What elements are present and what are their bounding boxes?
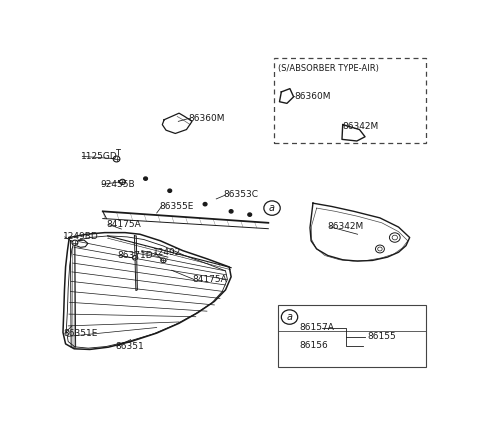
Text: 84175A: 84175A bbox=[107, 220, 141, 229]
Text: (S/ABSORBER TYPE-AIR): (S/ABSORBER TYPE-AIR) bbox=[277, 64, 379, 73]
Circle shape bbox=[132, 255, 138, 260]
Circle shape bbox=[161, 258, 166, 263]
Text: 84175A: 84175A bbox=[192, 275, 227, 284]
Circle shape bbox=[144, 177, 147, 180]
Text: 86157A: 86157A bbox=[299, 323, 334, 332]
Text: 1125GD: 1125GD bbox=[81, 152, 117, 161]
Text: 86353C: 86353C bbox=[224, 190, 259, 199]
Circle shape bbox=[264, 201, 280, 215]
Text: 86355E: 86355E bbox=[160, 202, 194, 211]
Text: a: a bbox=[269, 203, 275, 213]
Text: 86360M: 86360M bbox=[188, 113, 225, 122]
Text: 86351: 86351 bbox=[115, 342, 144, 351]
Text: 86351E: 86351E bbox=[63, 329, 97, 337]
Text: 12492: 12492 bbox=[153, 248, 181, 257]
Text: 86342M: 86342M bbox=[343, 122, 379, 131]
Text: 86155: 86155 bbox=[367, 332, 396, 341]
Circle shape bbox=[113, 156, 120, 162]
Circle shape bbox=[389, 233, 400, 242]
Circle shape bbox=[203, 203, 207, 206]
Text: a: a bbox=[287, 312, 292, 322]
Circle shape bbox=[248, 213, 252, 216]
Text: 92455B: 92455B bbox=[100, 180, 135, 189]
Text: 86156: 86156 bbox=[299, 341, 328, 350]
FancyBboxPatch shape bbox=[277, 305, 426, 367]
Circle shape bbox=[289, 343, 296, 348]
Circle shape bbox=[168, 189, 172, 193]
Text: 1249BD: 1249BD bbox=[63, 232, 99, 241]
Text: 86360M: 86360M bbox=[294, 92, 331, 101]
Text: 86371D: 86371D bbox=[118, 251, 153, 260]
Circle shape bbox=[281, 310, 298, 324]
Circle shape bbox=[229, 210, 233, 213]
Circle shape bbox=[375, 245, 384, 253]
Circle shape bbox=[290, 326, 295, 329]
FancyBboxPatch shape bbox=[274, 57, 426, 143]
Circle shape bbox=[72, 240, 78, 245]
Circle shape bbox=[120, 179, 125, 184]
Text: 86342M: 86342M bbox=[328, 222, 364, 231]
